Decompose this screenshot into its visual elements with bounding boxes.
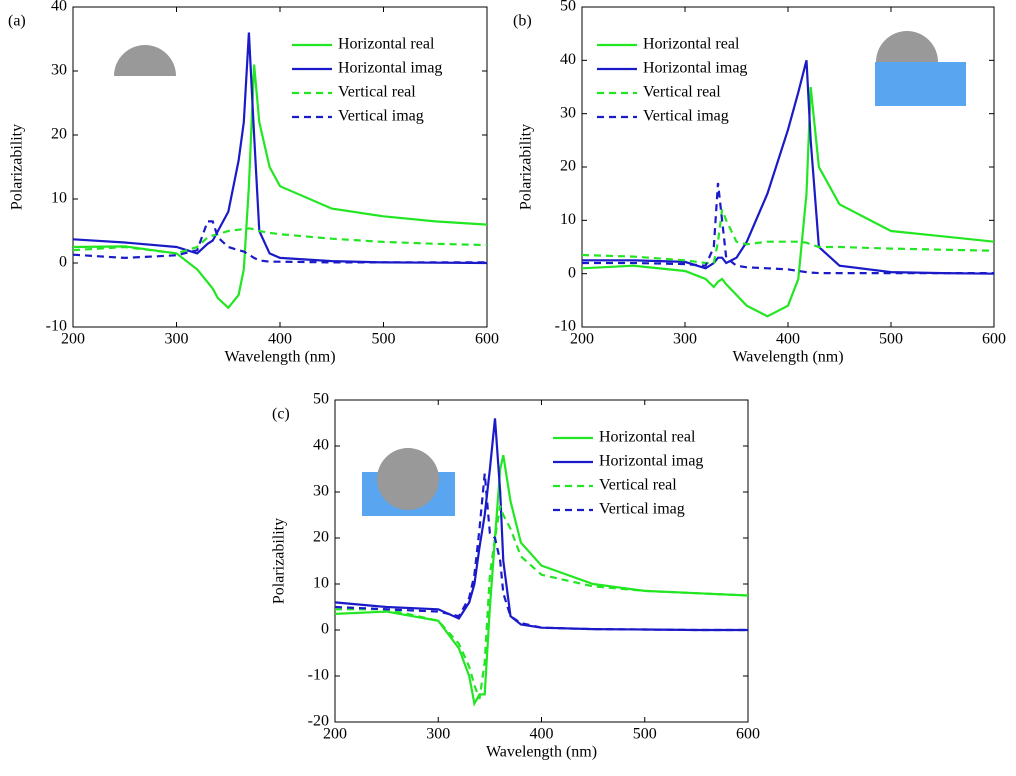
x-tick-label: 600 <box>736 726 760 743</box>
legend-label: Horizontal real <box>599 429 696 446</box>
x-axis-label: Wavelength (nm) <box>224 349 335 366</box>
legend-label: Horizontal imag <box>338 60 442 77</box>
legend-label: Vertical imag <box>338 108 424 125</box>
y-tick-label: 50 <box>560 0 576 15</box>
y-tick-label: 0 <box>59 254 67 271</box>
series-line <box>72 64 488 310</box>
y-tick-label: -10 <box>46 318 67 335</box>
hemisphere-inset <box>114 45 176 76</box>
x-tick-label: 300 <box>426 726 450 743</box>
legend-label: Vertical real <box>599 477 677 494</box>
y-tick-label: 20 <box>51 126 67 143</box>
y-axis-label: Polarizability <box>518 124 535 210</box>
y-tick-label: 40 <box>560 51 576 68</box>
panel-label: (b) <box>513 13 532 30</box>
legend-label: Horizontal imag <box>643 60 747 77</box>
y-tick-label: 40 <box>51 0 67 15</box>
y-tick-label: -10 <box>555 318 576 335</box>
y-tick-label: 30 <box>51 62 67 79</box>
series-line <box>335 505 749 700</box>
x-tick-label: 400 <box>268 331 292 348</box>
x-tick-label: 200 <box>61 331 85 348</box>
y-tick-label: 10 <box>560 211 576 228</box>
x-axis-label: Wavelength (nm) <box>486 744 597 761</box>
panel-label: (a) <box>8 13 26 30</box>
y-tick-label: 40 <box>313 437 329 454</box>
legend-label: Vertical imag <box>599 501 685 518</box>
legend-label: Horizontal imag <box>599 453 703 470</box>
x-tick-label: 500 <box>633 726 657 743</box>
x-tick-label: 200 <box>570 331 594 348</box>
x-tick-label: 300 <box>673 331 697 348</box>
plot-frame <box>334 399 749 723</box>
series-line <box>581 86 995 318</box>
x-tick-label: 600 <box>982 331 1006 348</box>
series-line <box>72 32 488 265</box>
y-tick-label: 30 <box>560 104 576 121</box>
legend-label: Vertical imag <box>643 108 729 125</box>
y-tick-label: 30 <box>313 483 329 500</box>
x-tick-label: 400 <box>776 331 800 348</box>
legend-label: Horizontal real <box>338 36 435 53</box>
x-tick-label: 600 <box>475 331 499 348</box>
y-tick-label: -10 <box>308 667 329 684</box>
y-axis-label: Polarizability <box>9 124 26 210</box>
y-tick-label: -20 <box>308 713 329 730</box>
legend-label: Horizontal real <box>643 36 740 53</box>
y-tick-label: 20 <box>313 529 329 546</box>
panel-label: (c) <box>272 406 290 423</box>
x-tick-label: 300 <box>165 331 189 348</box>
y-axis-label: Polarizability <box>271 518 288 604</box>
y-tick-label: 10 <box>51 190 67 207</box>
legend-label: Vertical real <box>338 84 416 101</box>
x-tick-label: 500 <box>372 331 396 348</box>
series-line <box>334 473 748 632</box>
series-line <box>72 227 488 255</box>
series-line <box>582 182 994 275</box>
y-tick-label: 10 <box>313 575 329 592</box>
x-tick-label: 500 <box>879 331 903 348</box>
legend-label: Vertical real <box>643 84 721 101</box>
series-line <box>334 418 748 632</box>
particle-inset <box>377 448 439 510</box>
particle-inset <box>876 31 938 62</box>
y-tick-label: 0 <box>568 264 576 281</box>
x-tick-label: 400 <box>530 726 554 743</box>
y-tick-label: 50 <box>313 391 329 408</box>
x-axis-label: Wavelength (nm) <box>732 349 843 366</box>
y-tick-label: 0 <box>321 621 329 638</box>
series-line <box>72 220 487 264</box>
substrate-inset <box>875 62 966 106</box>
series-line <box>581 209 995 265</box>
x-tick-label: 200 <box>323 726 347 743</box>
y-tick-label: 20 <box>560 158 576 175</box>
series-line <box>582 60 995 275</box>
